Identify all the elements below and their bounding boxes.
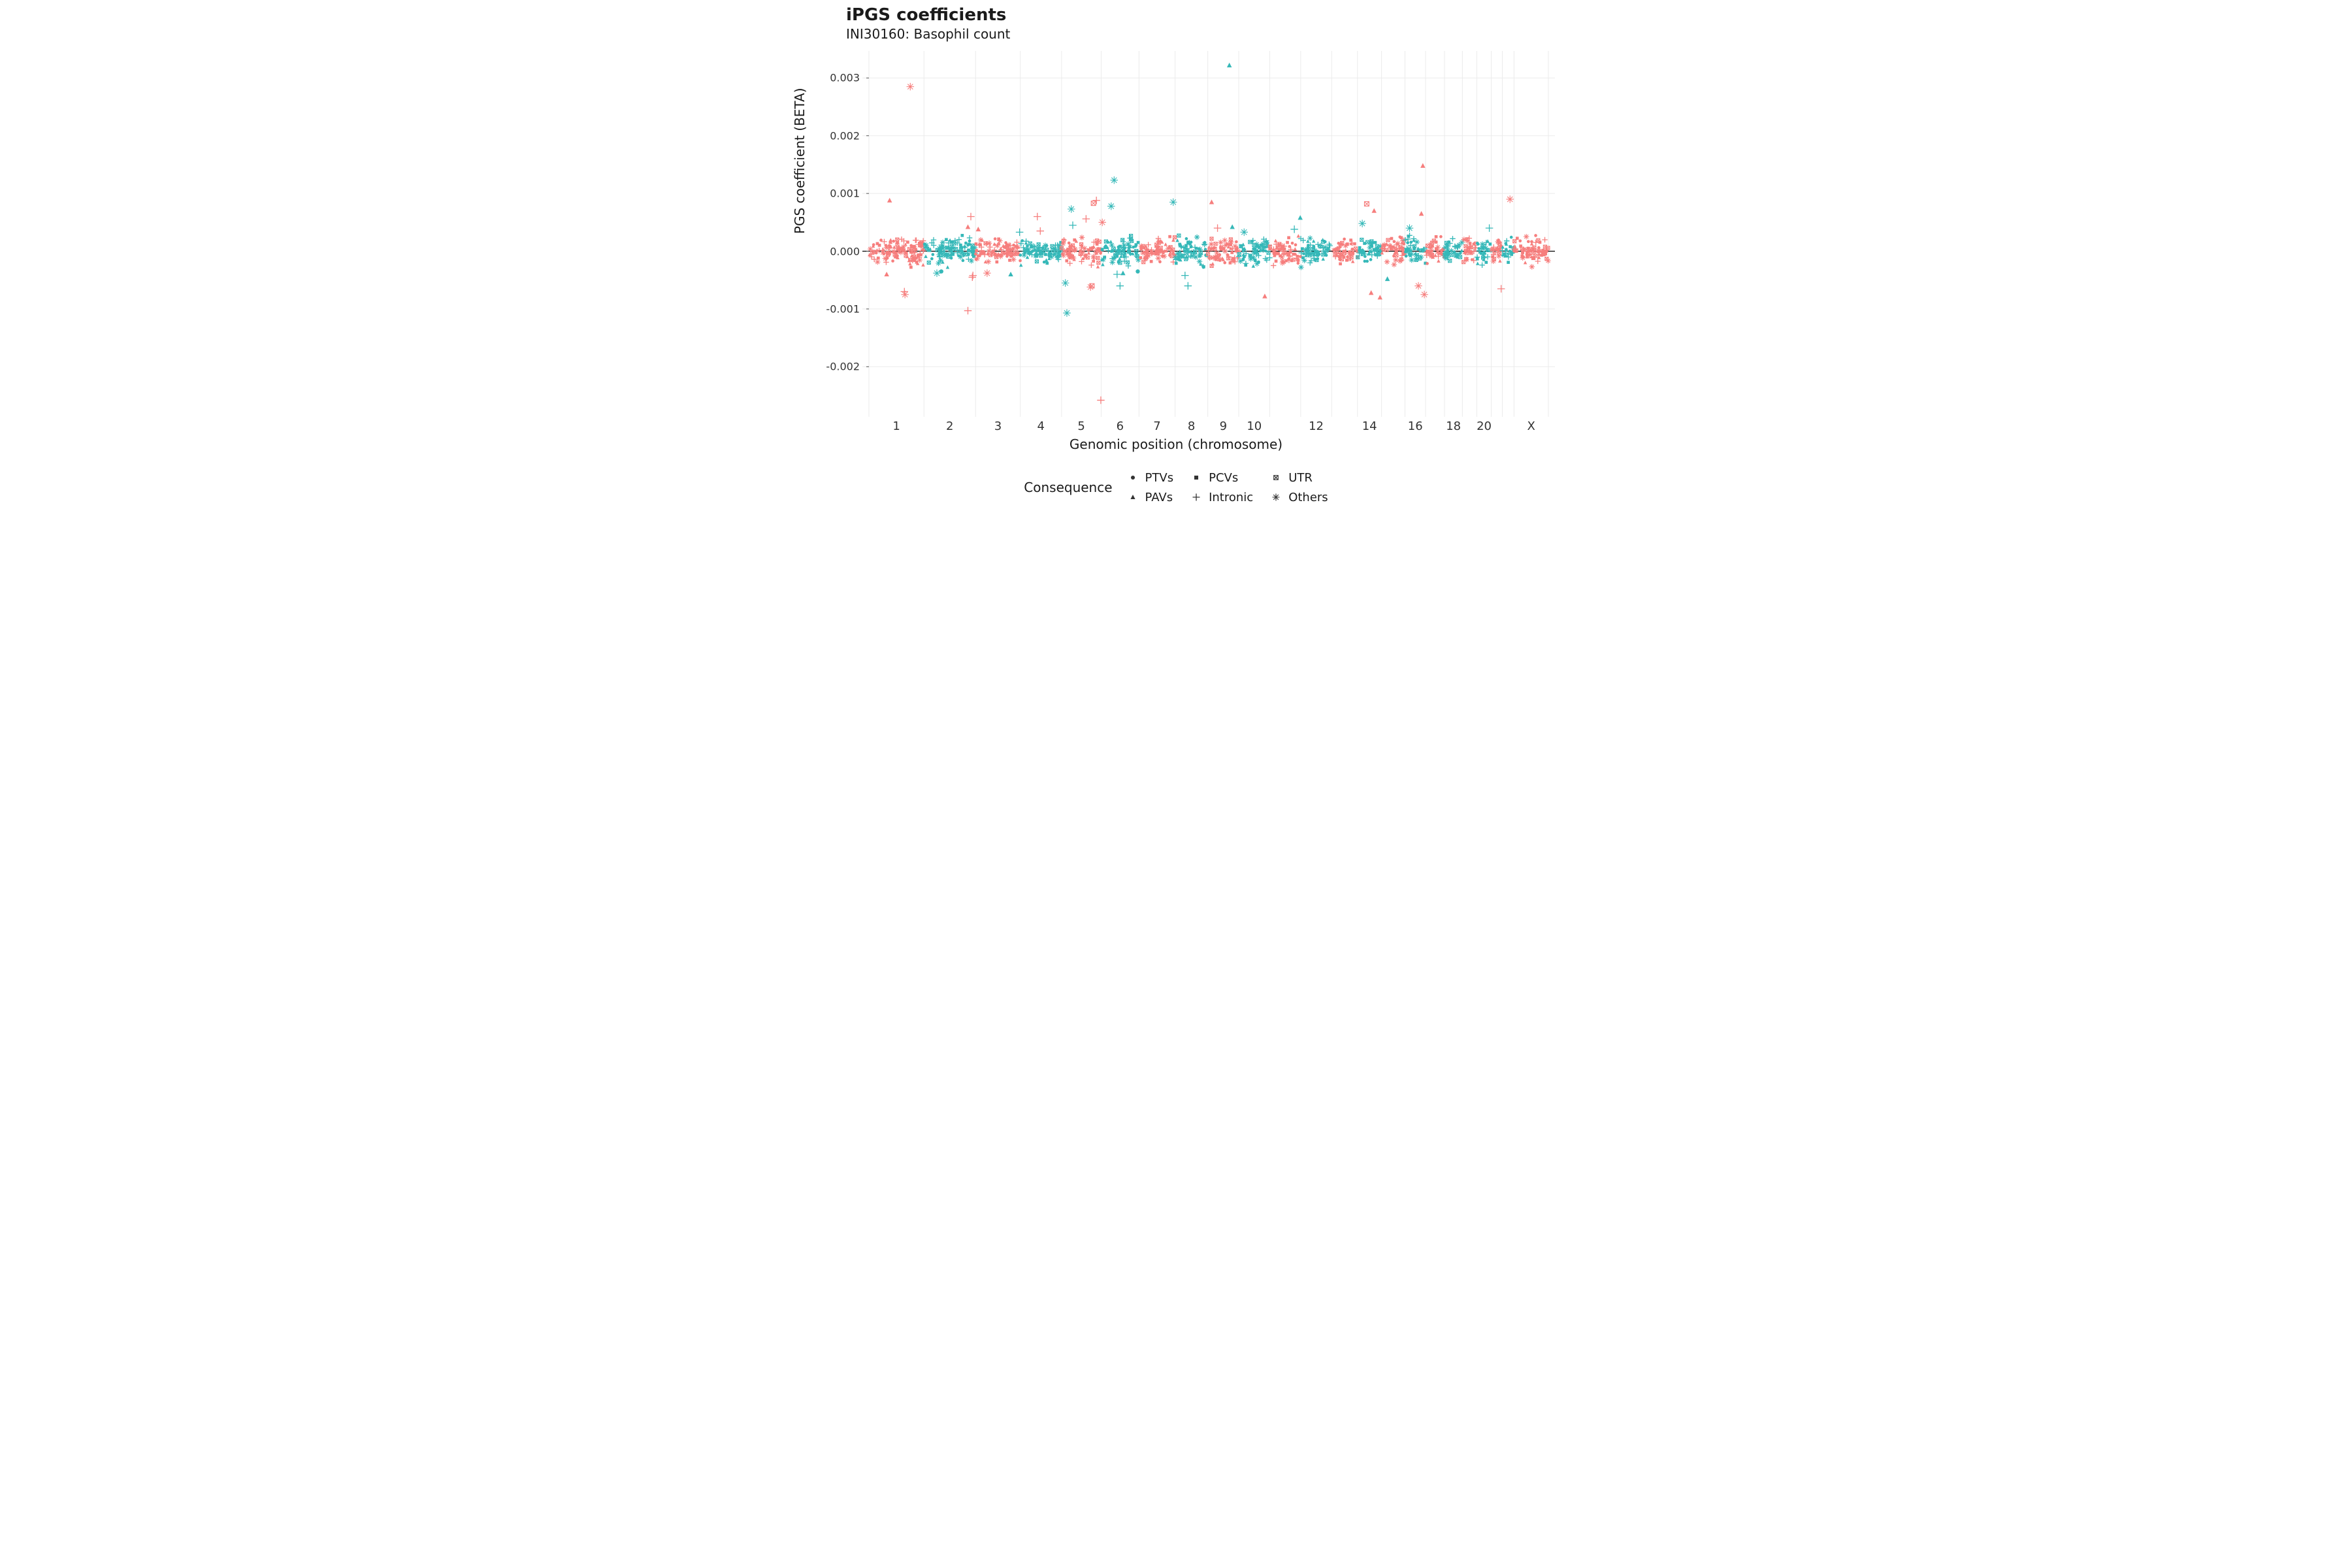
x-tick: 3 bbox=[994, 419, 1002, 433]
legend-label: PAVs bbox=[1145, 491, 1173, 504]
x-tick: X bbox=[1527, 419, 1535, 433]
x-tick: 18 bbox=[1446, 419, 1461, 433]
y-tick: 0.002 bbox=[808, 129, 860, 142]
x-tick: 5 bbox=[1077, 419, 1085, 433]
legend-label: Intronic bbox=[1209, 491, 1253, 504]
x-tick: 12 bbox=[1309, 419, 1324, 433]
legend-label: UTR bbox=[1288, 471, 1313, 485]
x-tick: 2 bbox=[946, 419, 953, 433]
x-axis-label: Genomic position (chromosome) bbox=[784, 436, 1568, 452]
y-axis-label: PGS coefficient (BETA) bbox=[792, 88, 808, 234]
x-tick: 20 bbox=[1477, 419, 1492, 433]
outliers bbox=[884, 63, 1514, 404]
plot-panel bbox=[862, 51, 1555, 417]
pcvs-marker-icon bbox=[1189, 470, 1203, 485]
x-tick: 9 bbox=[1220, 419, 1227, 433]
legend-item-ptvs: PTVs bbox=[1126, 469, 1174, 486]
legend-item-others: Others bbox=[1269, 489, 1328, 506]
y-tick: 0.000 bbox=[808, 245, 860, 257]
plot-svg bbox=[862, 51, 1555, 417]
y-tick: -0.002 bbox=[808, 361, 860, 373]
x-tick: 14 bbox=[1362, 419, 1377, 433]
pavs-marker-icon bbox=[1126, 490, 1140, 504]
legend-label: PCVs bbox=[1209, 471, 1238, 485]
y-tick: 0.001 bbox=[808, 188, 860, 200]
chart-subtitle: INI30160: Basophil count bbox=[846, 26, 1010, 42]
intronic-marker-icon bbox=[1189, 490, 1203, 504]
legend-label: Others bbox=[1288, 491, 1328, 504]
legend-label: PTVs bbox=[1145, 471, 1174, 485]
y-tick: -0.001 bbox=[808, 302, 860, 315]
x-tick: 1 bbox=[892, 419, 900, 433]
legend-item-intronic: Intronic bbox=[1189, 489, 1253, 506]
x-tick: 16 bbox=[1408, 419, 1423, 433]
y-tick: 0.003 bbox=[808, 72, 860, 84]
legend-grid: PTVs PCVs UTR PAVs Intronic Others bbox=[1126, 469, 1328, 506]
others-marker-icon bbox=[1269, 490, 1283, 504]
x-tick: 4 bbox=[1037, 419, 1045, 433]
chart-title: iPGS coefficients bbox=[846, 5, 1006, 25]
grid bbox=[862, 51, 1555, 417]
x-tick: 6 bbox=[1117, 419, 1124, 433]
figure: iPGS coefficients INI30160: Basophil cou… bbox=[784, 0, 1568, 523]
legend: Consequence PTVs PCVs UTR PAVs Intronic Other… bbox=[784, 469, 1568, 506]
ptvs-marker-icon bbox=[1126, 470, 1140, 485]
x-tick: 8 bbox=[1188, 419, 1195, 433]
utr-marker-icon bbox=[1269, 470, 1283, 485]
x-tick: 10 bbox=[1247, 419, 1262, 433]
legend-title: Consequence bbox=[1024, 480, 1112, 495]
legend-item-pcvs: PCVs bbox=[1189, 469, 1253, 486]
x-tick: 7 bbox=[1153, 419, 1160, 433]
legend-item-utr: UTR bbox=[1269, 469, 1328, 486]
legend-item-pavs: PAVs bbox=[1126, 489, 1174, 506]
